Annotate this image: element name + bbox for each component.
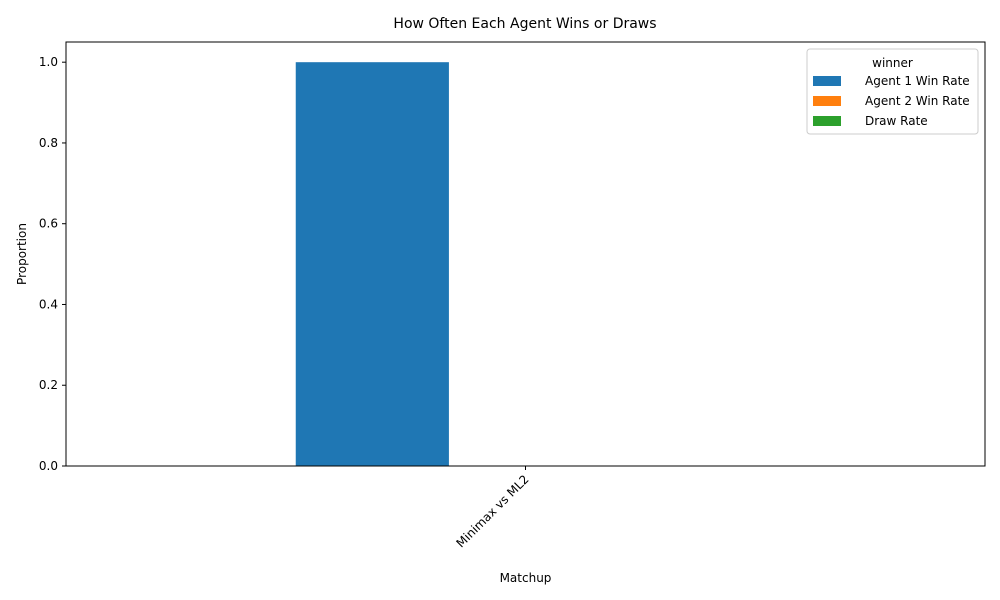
- x-axis-label: Matchup: [500, 571, 552, 585]
- bars-group: [295, 62, 449, 466]
- y-tick-label: 0.4: [39, 297, 58, 311]
- y-axis-label: Proportion: [15, 223, 29, 285]
- y-tick-label: 0.6: [39, 217, 58, 231]
- legend: winner Agent 1 Win Rate Agent 2 Win Rate Dr…: [806, 48, 979, 135]
- x-axis: Minimax vs ML2: [454, 466, 532, 550]
- bar-agent-1-win-rate: [295, 62, 449, 466]
- y-tick-label: 1.0: [39, 55, 58, 69]
- y-axis: 0.0 0.2 0.4 0.6 0.8 1.0: [39, 55, 66, 473]
- x-tick-label: Minimax vs ML2: [454, 472, 532, 550]
- y-tick-label: 0.2: [39, 378, 58, 392]
- y-tick-label: 0.8: [39, 136, 58, 150]
- y-tick-label: 0.0: [39, 459, 58, 473]
- legend-entry: Agent 2 Win Rate: [865, 94, 970, 108]
- legend-swatch: [813, 116, 841, 126]
- legend-entry: Agent 1 Win Rate: [865, 74, 970, 88]
- legend-entry: Draw Rate: [865, 114, 928, 128]
- plot-frame: [65, 41, 986, 467]
- legend-box: [806, 48, 979, 135]
- legend-swatch: [813, 76, 841, 86]
- legend-swatch: [813, 96, 841, 106]
- legend-title: winner: [872, 56, 913, 70]
- chart-title: How Often Each Agent Wins or Draws: [393, 16, 656, 32]
